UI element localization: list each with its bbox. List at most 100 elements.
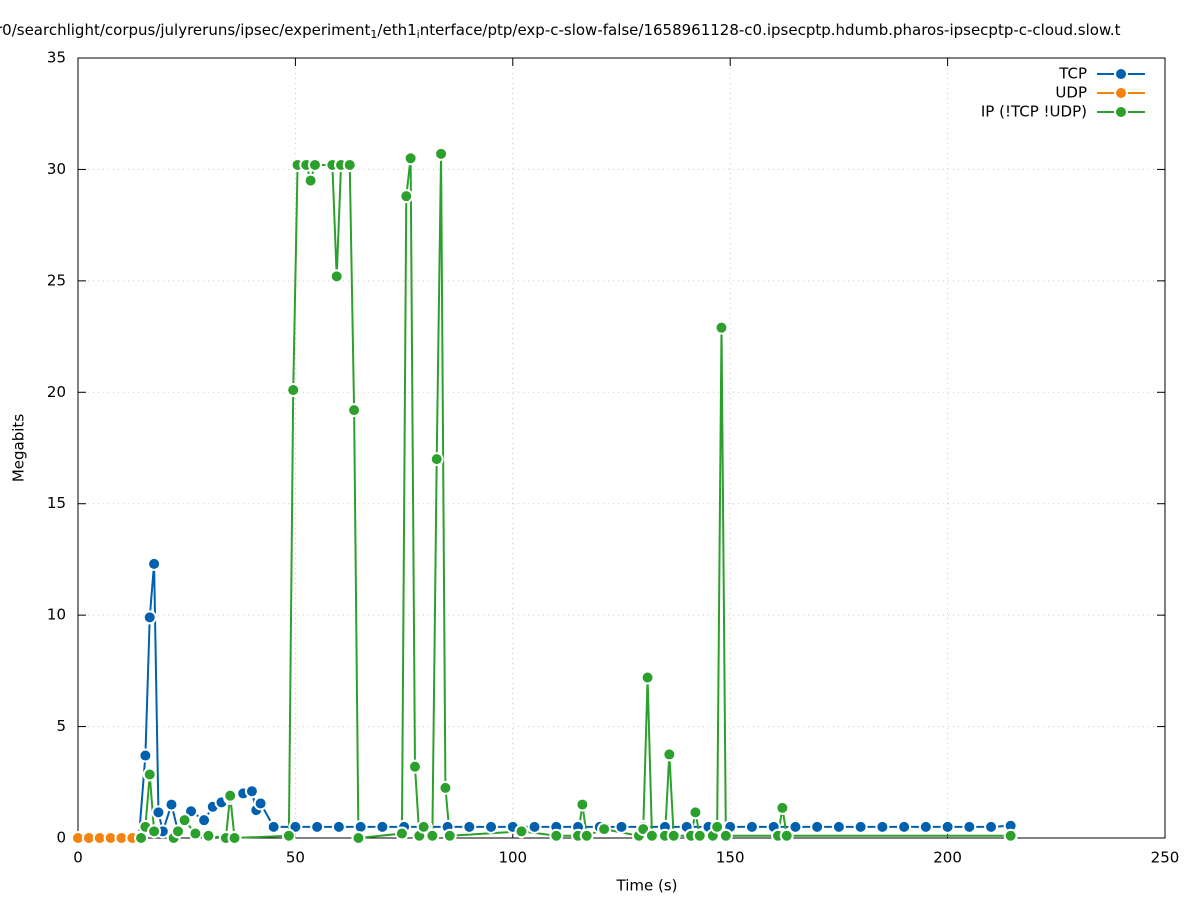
x-tick-label: 0 — [73, 849, 83, 867]
x-tick-label: 150 — [716, 849, 745, 867]
data-point — [692, 828, 707, 843]
data-point — [347, 403, 362, 418]
data-point — [666, 828, 681, 843]
data-point — [429, 452, 444, 467]
data-point — [718, 828, 733, 843]
x-tick-label: 250 — [1151, 849, 1180, 867]
data-point — [375, 819, 390, 834]
data-point — [244, 784, 259, 799]
y-tick-label: 0 — [56, 829, 66, 847]
y-tick-label: 15 — [47, 494, 66, 512]
data-point — [962, 819, 977, 834]
x-tick-label: 50 — [286, 849, 305, 867]
data-point — [177, 813, 192, 828]
data-point — [147, 824, 162, 839]
data-point — [775, 800, 790, 815]
data-point — [201, 828, 216, 843]
data-point — [138, 748, 153, 763]
y-tick-label: 20 — [47, 383, 66, 401]
data-point — [253, 796, 268, 811]
data-point — [897, 819, 912, 834]
data-point — [329, 269, 344, 284]
data-point — [266, 819, 281, 834]
legend-label: IP (!TCP !UDP) — [981, 103, 1087, 121]
title-segment: r0/searchlight/corpus/julyreruns/ipsec/e… — [0, 21, 371, 39]
data-point — [416, 819, 431, 834]
data-point — [281, 828, 296, 843]
title-subscript: 1 — [370, 28, 377, 41]
data-point — [399, 189, 414, 204]
data-point — [394, 826, 409, 841]
data-point — [940, 819, 955, 834]
series-line — [140, 153, 1011, 840]
data-point — [644, 828, 659, 843]
y-tick-label: 25 — [47, 271, 66, 289]
data-point — [714, 320, 729, 335]
data-point — [223, 788, 238, 803]
legend-marker — [1114, 105, 1128, 119]
data-point — [514, 824, 529, 839]
data-point — [1003, 828, 1018, 843]
data-point — [442, 828, 457, 843]
chart-title: r0/searchlight/corpus/julyreruns/ipsec/e… — [0, 21, 1121, 42]
y-axis-label: Megabits — [10, 414, 28, 482]
x-tick-label: 100 — [498, 849, 527, 867]
data-point — [579, 828, 594, 843]
data-point — [688, 805, 703, 820]
data-point — [831, 819, 846, 834]
data-point — [710, 819, 725, 834]
series-line — [137, 563, 1011, 839]
data-point — [407, 759, 422, 774]
data-point — [188, 826, 203, 841]
data-point — [640, 670, 655, 685]
x-axis-label: Time (s) — [616, 877, 678, 895]
data-point — [142, 767, 157, 782]
data-point — [779, 828, 794, 843]
title-subscript: i — [417, 28, 420, 41]
data-point — [147, 556, 162, 571]
title-segment: nterface/ptp/exp-c-slow-false/1658961128… — [420, 21, 1121, 39]
data-point — [484, 819, 499, 834]
legend-marker — [1114, 86, 1128, 100]
legend-marker — [1114, 67, 1128, 81]
data-point — [342, 157, 357, 172]
data-point — [403, 151, 418, 166]
data-point — [875, 819, 890, 834]
data-point — [810, 819, 825, 834]
y-tick-label: 35 — [47, 49, 66, 67]
data-point — [351, 831, 366, 845]
data-point — [331, 819, 346, 834]
data-point — [662, 747, 677, 762]
legend-label: TCP — [1058, 65, 1087, 83]
legend-label: UDP — [1055, 84, 1087, 102]
data-point — [353, 819, 368, 834]
y-tick-label: 10 — [47, 606, 66, 624]
data-point — [575, 797, 590, 812]
data-point — [227, 831, 242, 845]
data-point — [462, 819, 477, 834]
data-point — [197, 813, 212, 828]
data-point — [438, 780, 453, 795]
data-point — [151, 805, 166, 820]
title-segment: /eth1 — [377, 21, 416, 39]
data-point — [164, 797, 179, 812]
data-point — [597, 822, 612, 837]
data-point — [549, 828, 564, 843]
data-point — [425, 828, 440, 843]
data-point — [527, 819, 542, 834]
x-tick-label: 200 — [933, 849, 962, 867]
data-point — [142, 610, 157, 625]
data-point — [788, 819, 803, 834]
data-point — [303, 173, 318, 188]
plot-frame — [77, 57, 1166, 839]
y-tick-label: 30 — [47, 160, 66, 178]
data-point — [310, 819, 325, 834]
data-point — [614, 819, 629, 834]
data-point — [171, 824, 186, 839]
data-point — [307, 157, 322, 172]
data-point — [286, 383, 301, 398]
y-tick-label: 5 — [56, 717, 66, 735]
data-point — [853, 819, 868, 834]
